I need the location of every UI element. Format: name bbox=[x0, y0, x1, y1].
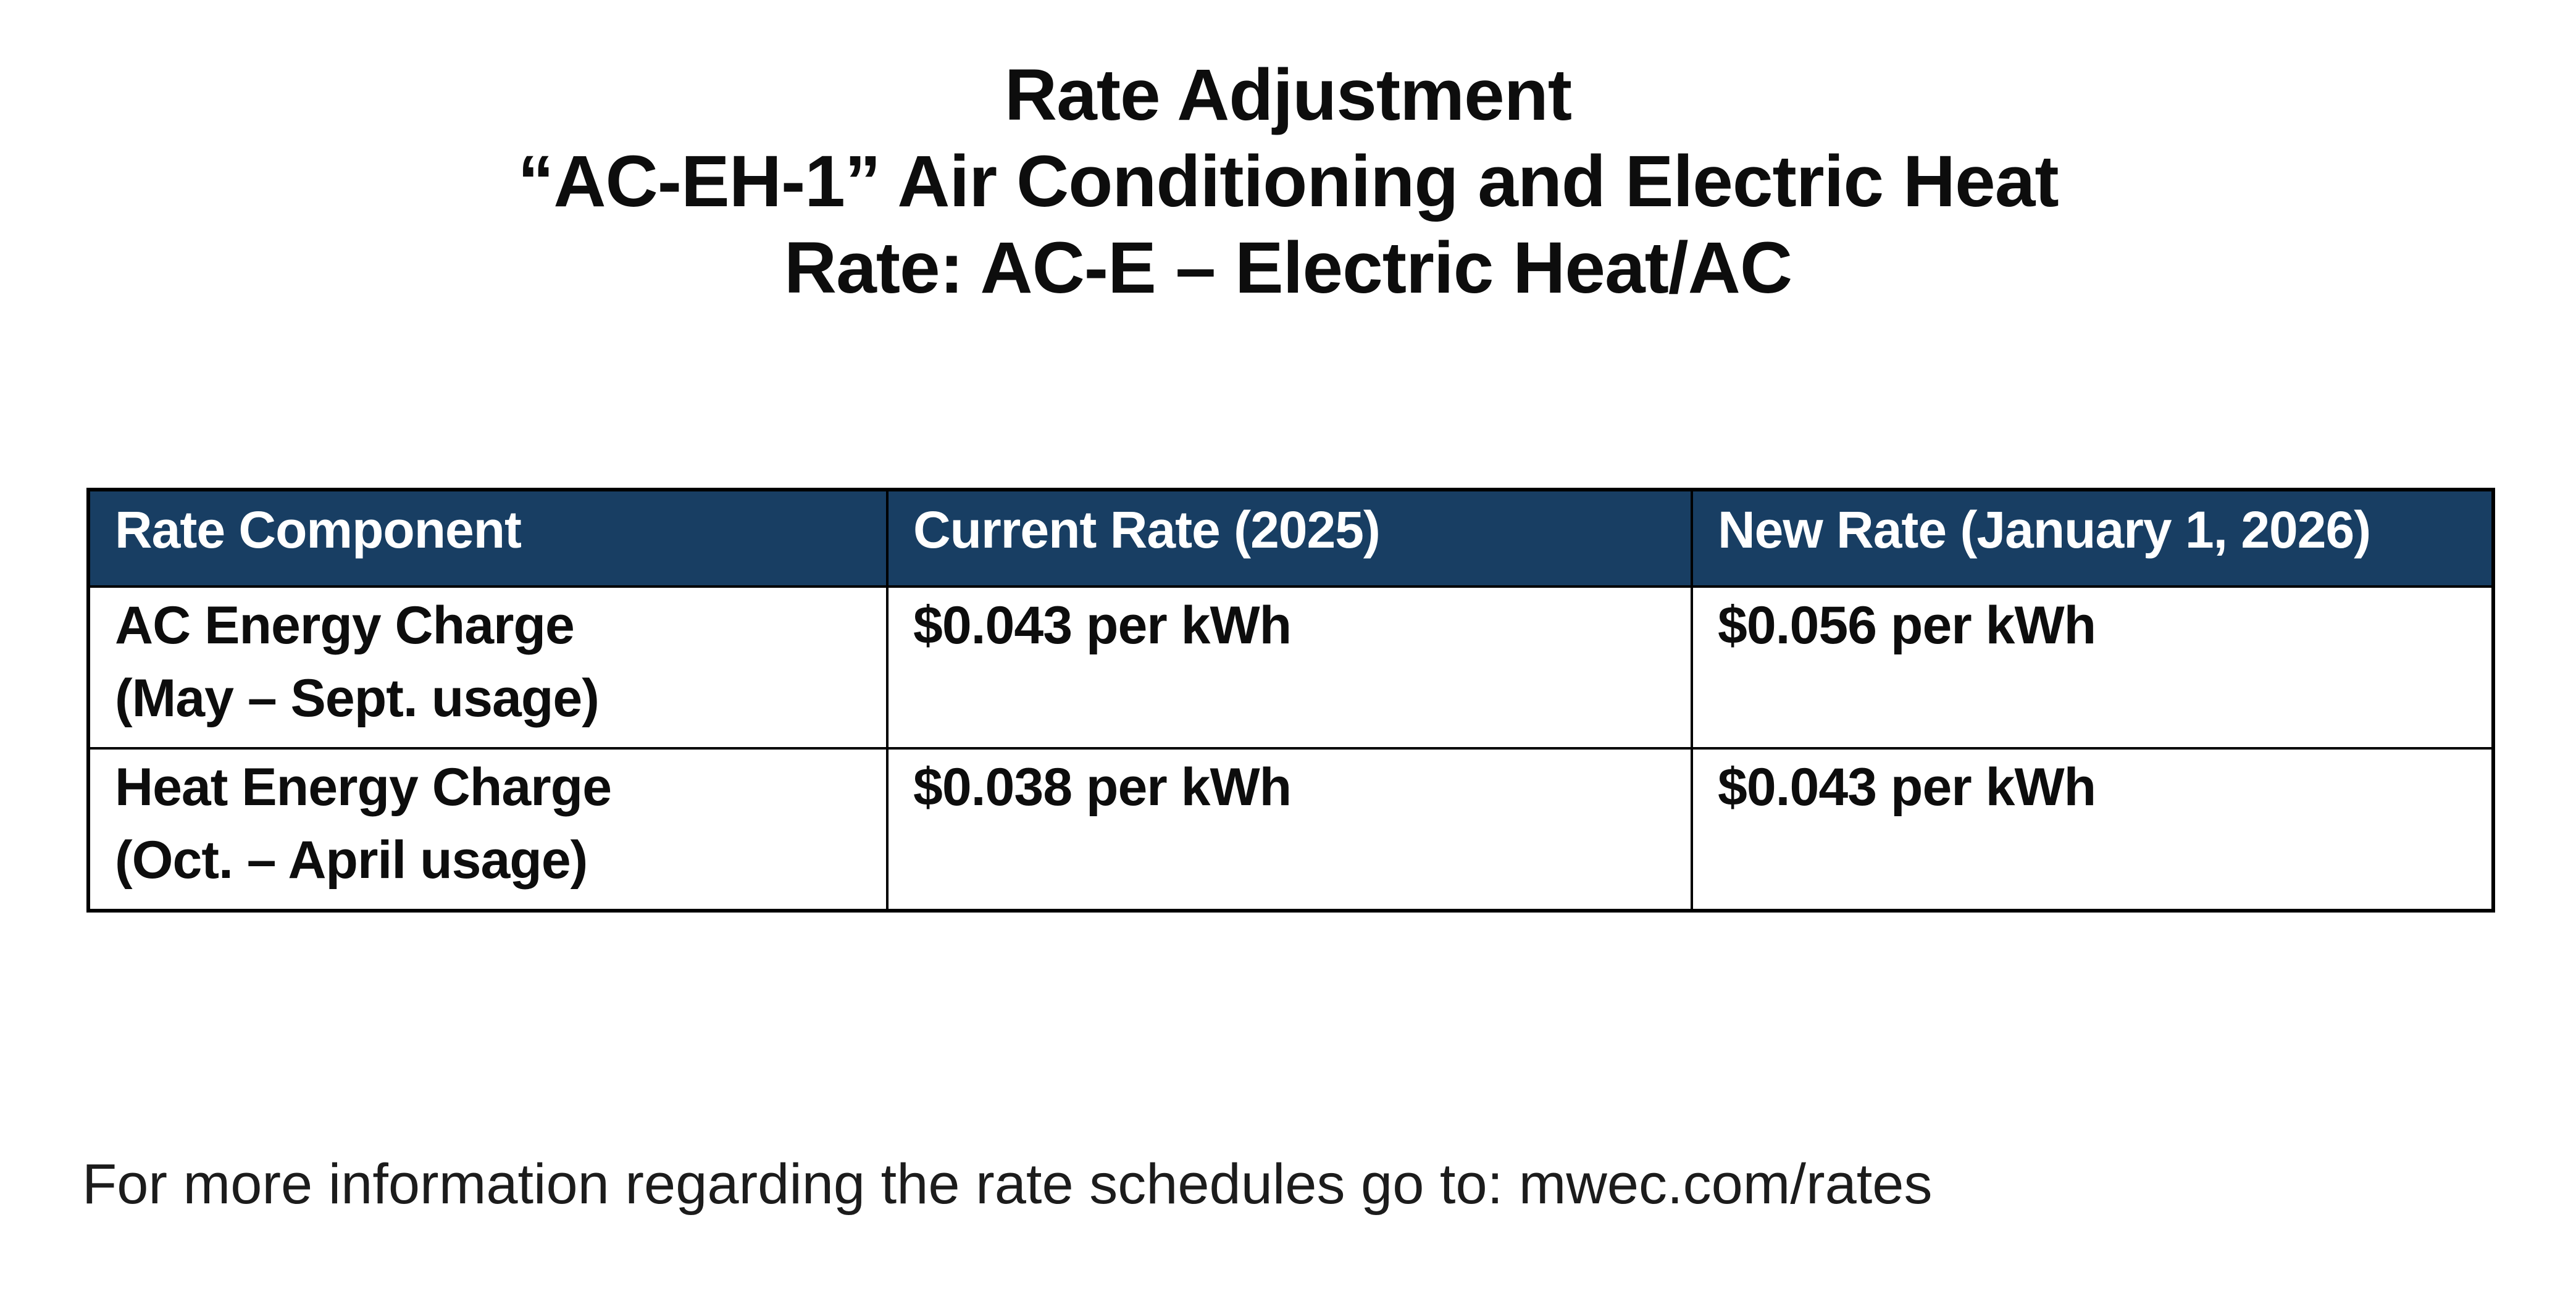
cell-line-usage-period: (May – Sept. usage) bbox=[115, 669, 600, 728]
cell-line-usage-period: (Oct. – April usage) bbox=[115, 830, 588, 890]
cell-current-rate-ac: $0.043 per kWh bbox=[886, 585, 1693, 750]
rate-table: Rate Component Current Rate (2025) New R… bbox=[86, 488, 2495, 913]
table-row-ac-energy-charge: AC Energy Charge (May – Sept. usage) $0.… bbox=[87, 585, 2494, 750]
footer-more-info-text: For more information regarding the rate … bbox=[82, 1153, 1933, 1216]
cell-line-component-name: AC Energy Charge bbox=[115, 596, 575, 655]
column-header-rate-component: Rate Component bbox=[87, 488, 889, 588]
column-header-new-rate: New Rate (January 1, 2026) bbox=[1691, 488, 2494, 588]
document-title-block: Rate Adjustment “AC-EH-1” Air Conditioni… bbox=[0, 52, 2576, 311]
cell-new-rate-ac: $0.056 per kWh bbox=[1691, 585, 2494, 750]
table-row-heat-energy-charge: Heat Energy Charge (Oct. – April usage) … bbox=[87, 747, 2494, 912]
column-header-current-rate: Current Rate (2025) bbox=[886, 488, 1693, 588]
title-line-rate-code: Rate: AC-E – Electric Heat/AC bbox=[784, 227, 1792, 309]
cell-component-heat-energy: Heat Energy Charge (Oct. – April usage) bbox=[87, 747, 889, 912]
title-line-rate-adjustment: Rate Adjustment bbox=[1004, 54, 1572, 136]
table-header-row: Rate Component Current Rate (2025) New R… bbox=[87, 488, 2494, 588]
title-line-schedule-name: “AC-EH-1” Air Conditioning and Electric … bbox=[517, 141, 2059, 222]
cell-current-rate-heat: $0.038 per kWh bbox=[886, 747, 1693, 912]
cell-component-ac-energy: AC Energy Charge (May – Sept. usage) bbox=[87, 585, 889, 750]
cell-line-component-name: Heat Energy Charge bbox=[115, 758, 612, 817]
cell-new-rate-heat: $0.043 per kWh bbox=[1691, 747, 2494, 912]
